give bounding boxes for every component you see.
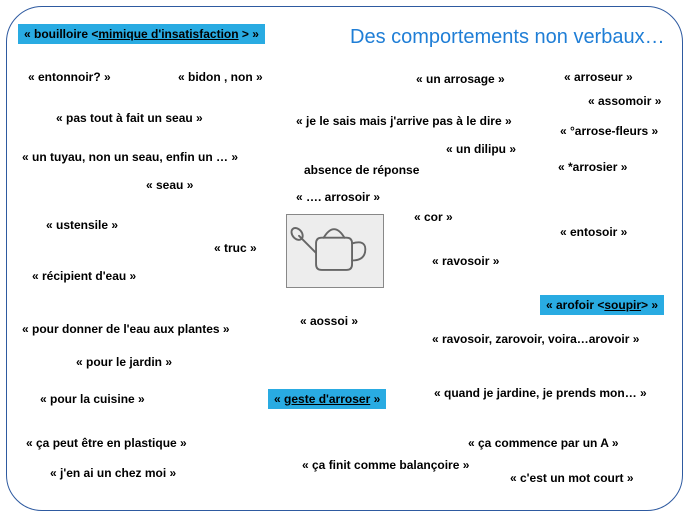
word-label: « un tuyau, non un seau, enfin un … » [22,150,238,164]
word-label: « c'est un mot court » [510,471,634,485]
word-label: « ça commence par un A » [468,436,619,450]
word-label: « truc » [214,241,257,255]
word-label: « °arrose-fleurs » [560,124,658,138]
word-label: « aossoi » [300,314,358,328]
word-label: « ravosoir, zarovoir, voira…arovoir » [432,332,639,346]
word-label: « entosoir » [560,225,627,239]
word-label: « entonnoir? » [28,70,111,84]
watering-can-image [286,214,384,288]
word-label: « cor » [414,210,453,224]
highlight-bouilloire: « bouilloire <mimique d'insatisfaction >… [18,24,265,44]
word-label: « un arrosage » [416,72,505,86]
word-label: « *arrosier » [558,160,627,174]
word-label: « …. arrosoir » [296,190,380,204]
word-label: « ça peut être en plastique » [26,436,187,450]
word-label: « bidon , non » [178,70,263,84]
word-label: « ça finit comme balançoire » [302,458,469,472]
word-label: « ravosoir » [432,254,499,268]
word-label: « pour donner de l'eau aux plantes » [22,322,230,336]
word-label: « je le sais mais j'arrive pas à le dire… [296,114,512,128]
slide-title: Des comportements non verbaux… [350,26,665,49]
word-label: « ustensile » [46,218,118,232]
word-label: absence de réponse [304,163,419,177]
watering-can-icon [287,215,383,287]
word-label: « j'en ai un chez moi » [50,466,176,480]
word-label: « un dilipu » [446,142,516,156]
word-label: « pas tout à fait un seau » [56,111,203,125]
highlight-geste: « geste d'arroser » [268,389,386,409]
word-label: « récipient d'eau » [32,269,136,283]
word-label: « pour le jardin » [76,355,172,369]
word-label: « pour la cuisine » [40,392,145,406]
word-label: « arroseur » [564,70,633,84]
highlight-arofoir: « arofoir <soupir> » [540,295,664,315]
word-label: « assomoir » [588,94,661,108]
slide: { "title": "Des comportements non verbau… [0,0,689,517]
word-label: « seau » [146,178,193,192]
word-label: « quand je jardine, je prends mon… » [434,386,647,400]
